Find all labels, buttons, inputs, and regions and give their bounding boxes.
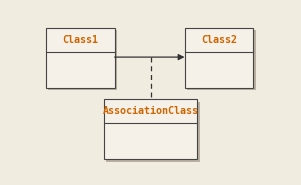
Bar <box>185 28 253 88</box>
Text: AssociationClass: AssociationClass <box>103 106 199 116</box>
Bar <box>187 31 256 90</box>
Text: Class1: Class1 <box>62 35 98 45</box>
Bar <box>107 102 200 162</box>
Bar <box>46 28 115 88</box>
Bar <box>104 99 197 159</box>
Bar <box>48 31 117 90</box>
Text: Class2: Class2 <box>201 35 237 45</box>
